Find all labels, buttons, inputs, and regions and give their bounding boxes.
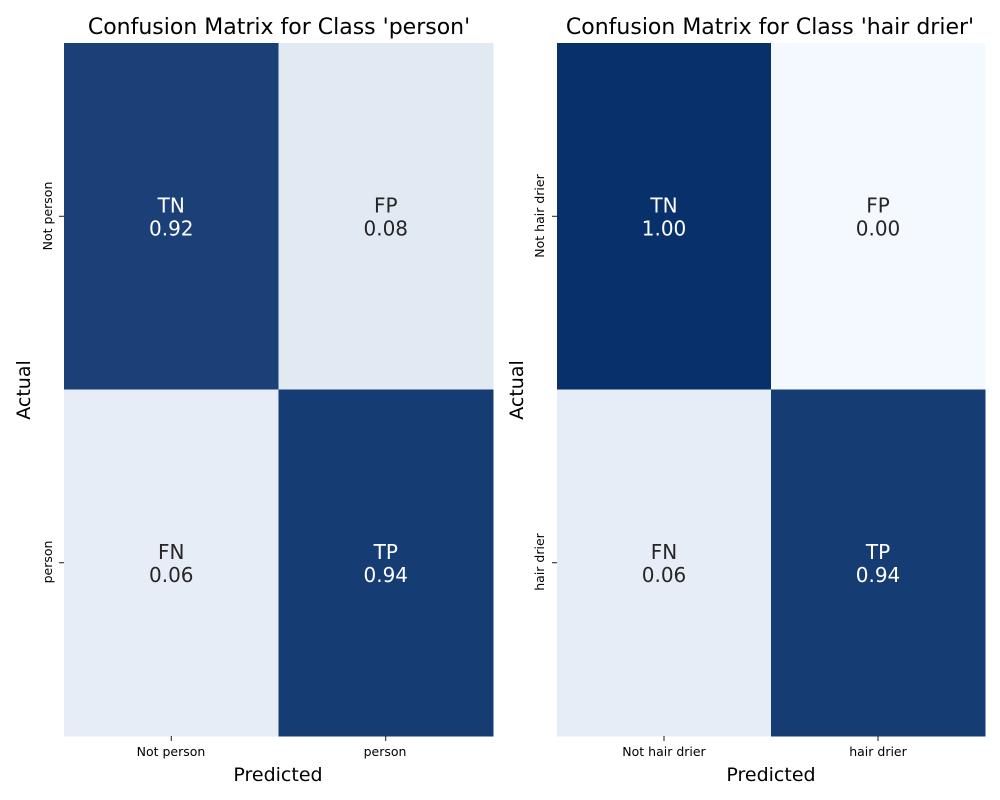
cell-value-label: 0.00 <box>856 216 901 240</box>
x-tick-label: Not person <box>137 744 206 759</box>
heatmap-cell <box>64 389 279 737</box>
cell-code-label: TN <box>649 193 677 217</box>
y-tick-label: Not hair drier <box>532 173 547 257</box>
cell-code-label: FP <box>374 193 398 217</box>
chart-title: Confusion Matrix for Class 'hair drier' <box>566 15 974 40</box>
tick-marks <box>552 215 879 741</box>
heatmap-cells: TN1.00 FP0.00 FN0.06 TP0.94 <box>557 43 986 737</box>
x-tick-label: Not hair drier <box>622 744 706 759</box>
y-tick-label: hair drier <box>532 532 547 590</box>
x-tick-label: hair drier <box>849 744 907 759</box>
cell-value-label: 0.08 <box>363 216 408 240</box>
cell-code-label: TP <box>865 540 890 564</box>
heatmap-cells: TN0.92 FP0.08 FN0.06 TP0.94 <box>64 43 494 737</box>
x-axis-label: Predicted <box>726 764 815 786</box>
panel-hair-drier: Confusion Matrix for Class 'hair drier' … <box>506 15 986 786</box>
cell-value-label: 0.06 <box>642 563 687 587</box>
x-tick-label: person <box>364 744 407 759</box>
tick-marks <box>59 215 387 741</box>
heatmap-cell <box>278 43 494 390</box>
heatmap-cell <box>557 43 772 390</box>
heatmap-cell <box>771 43 986 390</box>
cell-value-label: 1.00 <box>642 216 687 240</box>
y-tick-label: Not person <box>40 182 55 251</box>
y-tick-label: person <box>40 541 55 584</box>
cell-code-label: FN <box>158 540 184 564</box>
heatmap-cell <box>64 43 279 390</box>
heatmap-cell <box>557 389 772 737</box>
cell-value-label: 0.92 <box>149 216 194 240</box>
x-axis-label: Predicted <box>233 764 322 786</box>
panel-person: Confusion Matrix for Class 'person' TN0.… <box>13 15 494 786</box>
cell-code-label: TP <box>373 540 398 564</box>
cell-value-label: 0.94 <box>363 563 408 587</box>
heatmap-cell <box>771 389 986 737</box>
cell-code-label: TN <box>157 193 185 217</box>
cell-value-label: 0.94 <box>856 563 901 587</box>
cell-code-label: FP <box>866 193 890 217</box>
chart-title: Confusion Matrix for Class 'person' <box>88 15 470 40</box>
y-axis-label: Actual <box>506 360 528 420</box>
cell-value-label: 0.06 <box>149 563 194 587</box>
heatmap-cell <box>278 389 494 737</box>
cell-code-label: FN <box>651 540 677 564</box>
y-axis-label: Actual <box>13 360 35 420</box>
